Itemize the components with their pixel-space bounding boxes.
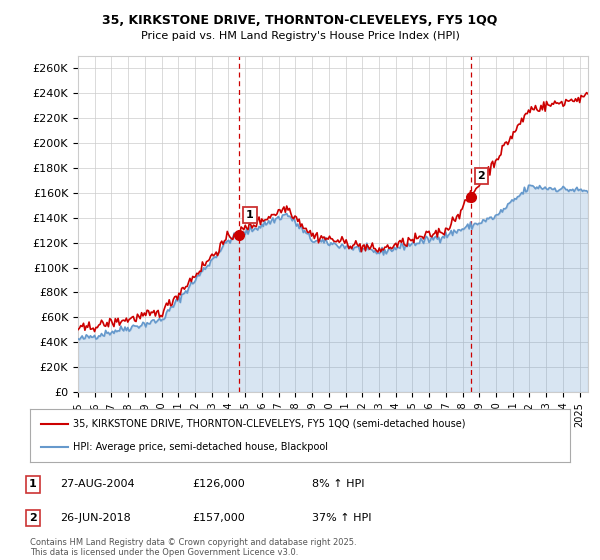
Text: £157,000: £157,000 [192,513,245,523]
Text: 1: 1 [29,479,37,489]
Text: 35, KIRKSTONE DRIVE, THORNTON-CLEVELEYS, FY5 1QQ (semi-detached house): 35, KIRKSTONE DRIVE, THORNTON-CLEVELEYS,… [73,419,466,429]
Text: Price paid vs. HM Land Registry's House Price Index (HPI): Price paid vs. HM Land Registry's House … [140,31,460,41]
Text: HPI: Average price, semi-detached house, Blackpool: HPI: Average price, semi-detached house,… [73,442,328,452]
Text: 26-JUN-2018: 26-JUN-2018 [60,513,131,523]
Text: 35, KIRKSTONE DRIVE, THORNTON-CLEVELEYS, FY5 1QQ: 35, KIRKSTONE DRIVE, THORNTON-CLEVELEYS,… [103,14,497,27]
Text: 2: 2 [29,513,37,523]
Text: 27-AUG-2004: 27-AUG-2004 [60,479,134,489]
Text: 2: 2 [478,171,485,181]
Text: 8% ↑ HPI: 8% ↑ HPI [312,479,365,489]
Text: 1: 1 [246,210,254,220]
Text: 37% ↑ HPI: 37% ↑ HPI [312,513,371,523]
Text: £126,000: £126,000 [192,479,245,489]
Text: Contains HM Land Registry data © Crown copyright and database right 2025.
This d: Contains HM Land Registry data © Crown c… [30,538,356,557]
